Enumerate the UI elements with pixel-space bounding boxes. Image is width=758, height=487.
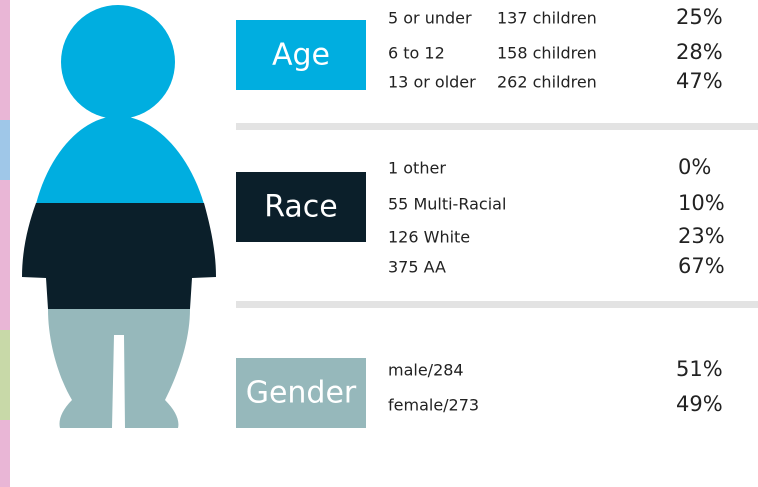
row-count: 158 children	[497, 44, 597, 63]
photo-edge	[0, 330, 10, 420]
section-label: Race	[264, 190, 338, 225]
legs	[48, 309, 190, 428]
row-percent: 67%	[678, 254, 725, 278]
row-name: 6 to 12	[388, 44, 445, 63]
torso-lower	[22, 203, 216, 309]
row-percent: 28%	[676, 40, 723, 64]
row-percent: 25%	[676, 5, 723, 29]
separator	[236, 123, 758, 130]
row-percent: 51%	[676, 357, 723, 381]
infographic: Age 5 or under 137 children 25% 6 to 12 158 c…	[0, 0, 758, 487]
row-count: 262 children	[497, 73, 597, 92]
section-label: Gender	[246, 376, 357, 411]
row-name: 55 Multi-Racial	[388, 195, 506, 214]
row-name: 1 other	[388, 159, 446, 178]
head	[61, 5, 175, 119]
row-percent: 0%	[678, 155, 711, 179]
row-name: male/284	[388, 361, 464, 380]
photo-edge	[0, 120, 10, 180]
row-name: 126 White	[388, 228, 470, 247]
row-percent: 47%	[676, 69, 723, 93]
row-name: 13 or older	[388, 73, 476, 92]
row-name: 5 or under	[388, 9, 472, 28]
row-percent: 10%	[678, 191, 725, 215]
row-name: 375 AA	[388, 258, 446, 277]
person-figure	[22, 5, 216, 428]
separator	[236, 301, 758, 308]
section-label: Age	[272, 38, 330, 73]
row-name: female/273	[388, 396, 479, 415]
row-percent: 23%	[678, 224, 725, 248]
row-count: 137 children	[497, 9, 597, 28]
torso-upper	[36, 116, 204, 204]
row-percent: 49%	[676, 392, 723, 416]
